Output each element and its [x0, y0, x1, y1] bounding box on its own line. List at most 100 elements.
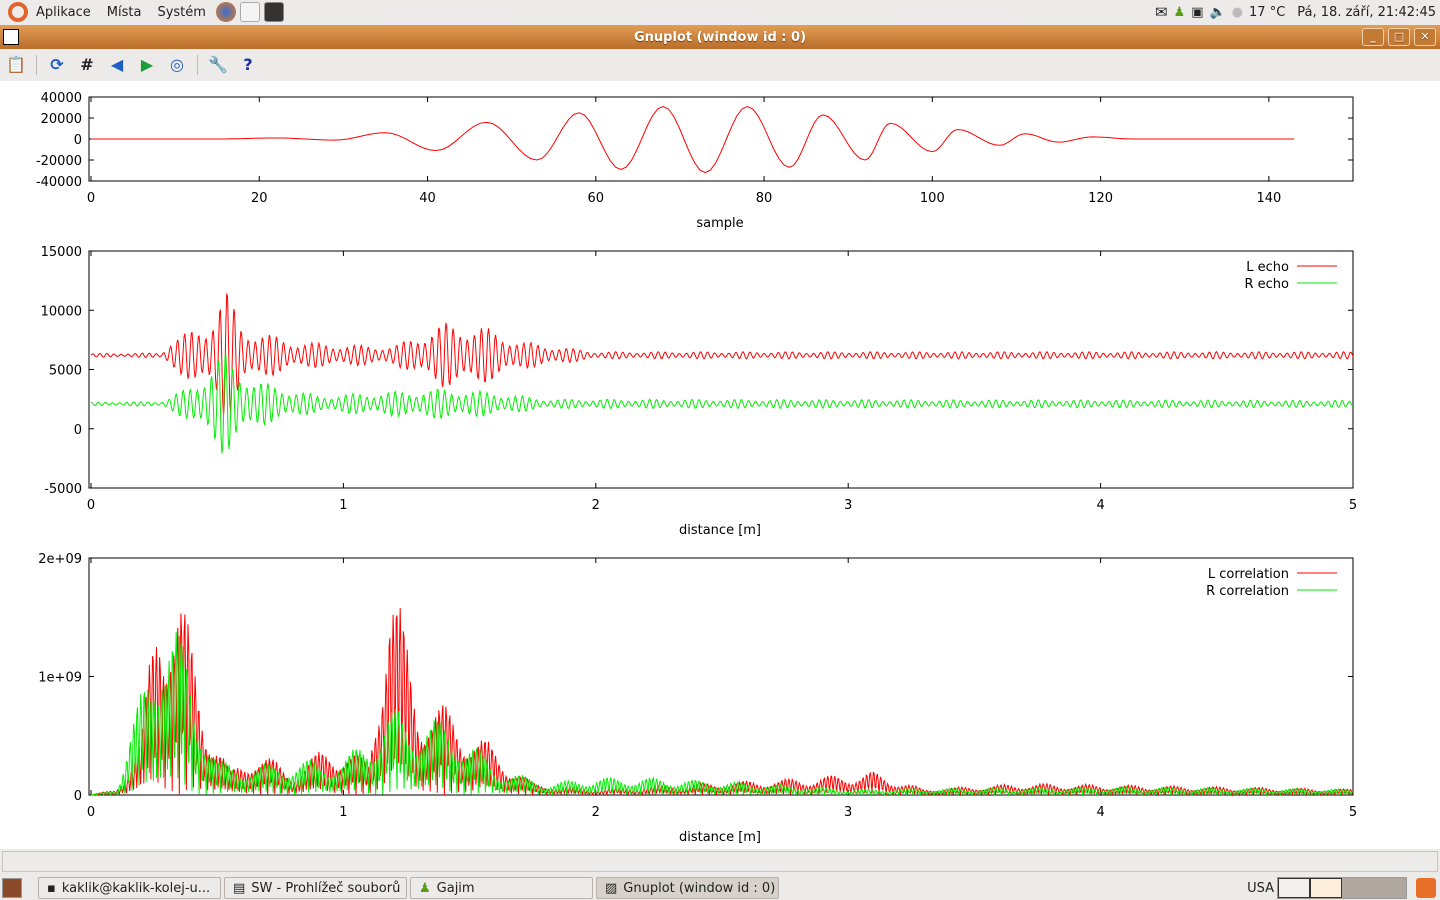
zoom-next-icon[interactable]: ▶ — [140, 55, 154, 74]
terminal-icon[interactable] — [263, 2, 284, 22]
x-tick-label: 4 — [1096, 805, 1104, 820]
task-file-browser[interactable]: ▤ SW - Prohlížeč souborů — [224, 877, 407, 899]
taskbar: ▪ kaklik@kaklik-kolej-u... ▤ SW - Prohlíže… — [0, 876, 1440, 900]
volume-icon[interactable]: 🔈 — [1209, 4, 1226, 20]
weather-temp[interactable]: 17 °C — [1249, 4, 1286, 20]
series-line-r-correlation — [90, 631, 1354, 797]
copy-to-clipboard-icon[interactable]: 📋 — [6, 55, 26, 74]
workspace-switcher[interactable] — [1277, 877, 1407, 899]
series-line-l-echo — [90, 292, 1354, 417]
menu-applications[interactable]: Aplikace — [36, 4, 91, 20]
zoom-previous-icon[interactable]: ◀ — [110, 55, 124, 74]
legend-label: L correlation — [1208, 567, 1289, 582]
x-tick-label: 2 — [592, 498, 600, 513]
top-panel: Aplikace Místa Systém ✉ ♟ ▣ 🔈 ● 17 °C Pá… — [0, 0, 1440, 24]
status-bar — [2, 851, 1438, 872]
x-tick-label: 3 — [844, 498, 852, 513]
firefox-icon[interactable] — [215, 2, 236, 22]
system-tray: ✉ ♟ ▣ 🔈 ● 17 °C Pá, 18. září, 21:42:45 — [1155, 0, 1436, 24]
x-axis-label: distance [m] — [679, 830, 761, 845]
task-gajim[interactable]: ♟ Gajim — [410, 877, 593, 899]
minimize-button[interactable]: _ — [1362, 28, 1384, 46]
terminal-icon: ▪ — [47, 880, 56, 896]
y-tick-label: 0 — [74, 789, 82, 804]
show-desktop-button[interactable] — [2, 878, 22, 898]
legend-label: R echo — [1244, 277, 1289, 292]
x-tick-label: 100 — [920, 191, 945, 206]
keyboard-layout[interactable]: USA — [1247, 880, 1274, 896]
toolbar-separator — [36, 55, 37, 75]
x-tick-label: 1 — [339, 805, 347, 820]
grid-icon[interactable]: # — [80, 55, 94, 74]
gnuplot-canvas: 0 20 40 60 80 100 120 14040000200000-20000-4000… — [36, 91, 1357, 845]
clock[interactable]: Pá, 18. září, 21:42:45 — [1297, 4, 1436, 20]
task-label: Gnuplot (window id : 0) — [623, 880, 776, 896]
y-tick-label: 40000 — [41, 91, 82, 106]
x-tick-label: 60 — [588, 191, 605, 206]
window-title: Gnuplot (window id : 0) — [633, 29, 807, 45]
toolbar: 📋 ⟳ # ◀ ▶ ◎ 🔧 ? — [0, 50, 1440, 80]
trash-icon[interactable] — [1416, 878, 1436, 898]
maximize-button[interactable]: □ — [1388, 28, 1410, 46]
y-tick-label: -5000 — [44, 482, 82, 497]
y-tick-label: 2e+09 — [38, 552, 82, 567]
task-label: kaklik@kaklik-kolej-u... — [61, 880, 211, 896]
plot-border — [88, 250, 1354, 489]
replot-icon[interactable]: ⟳ — [50, 55, 64, 74]
y-tick-label: -20000 — [36, 154, 82, 169]
x-axis-label: distance [m] — [679, 523, 761, 538]
series-line-r-echo — [90, 354, 1354, 454]
series-line-signal — [91, 105, 1295, 174]
task-label: Gajim — [436, 880, 475, 896]
x-tick-label: 80 — [756, 191, 773, 206]
task-gnuplot[interactable]: ▨ Gnuplot (window id : 0) — [596, 877, 779, 899]
close-button[interactable]: ✕ — [1414, 28, 1436, 46]
options-icon[interactable]: 🔧 — [208, 55, 228, 74]
x-tick-label: 20 — [251, 191, 268, 206]
gajim-icon[interactable]: ♟ — [1173, 4, 1186, 20]
x-tick-label: 40 — [419, 191, 436, 206]
x-tick-label: 0 — [87, 191, 95, 206]
x-tick-label: 5 — [1349, 805, 1357, 820]
x-tick-label: 120 — [1088, 191, 1113, 206]
toolbar-separator — [197, 55, 198, 75]
plot-area: 0 20 40 60 80 100 120 140 40000 20000 0 -20000 -4000… — [0, 81, 1440, 849]
menu-system[interactable]: Systém — [157, 4, 206, 20]
legend-label: L echo — [1246, 260, 1289, 275]
y-tick-label: 1e+09 — [38, 671, 82, 686]
autoscale-icon[interactable]: ◎ — [170, 55, 184, 74]
x-tick-label: 0 — [87, 805, 95, 820]
x-tick-label: 5 — [1349, 498, 1357, 513]
y-tick-label: 0 — [74, 133, 82, 148]
gnuplot-app-icon[interactable] — [3, 29, 19, 45]
plot-border — [88, 557, 1354, 796]
x-tick-label: 1 — [339, 498, 347, 513]
legend-label: R correlation — [1206, 584, 1289, 599]
x-tick-label: 4 — [1096, 498, 1104, 513]
x-axis-label: sample — [696, 216, 743, 231]
gnuplot-icon: ▨ — [605, 880, 618, 896]
task-terminal[interactable]: ▪ kaklik@kaklik-kolej-u... — [38, 877, 221, 899]
task-label: SW - Prohlížeč souborů — [251, 880, 401, 896]
y-tick-label: 5000 — [49, 364, 82, 379]
file-browser-icon: ▤ — [233, 880, 246, 896]
y-tick-label: 0 — [74, 423, 82, 438]
help-icon[interactable]: ? — [243, 55, 253, 74]
y-tick-label: 20000 — [41, 112, 82, 127]
y-tick-label: 15000 — [41, 245, 82, 260]
x-tick-label: 3 — [844, 805, 852, 820]
envelope-icon[interactable]: ✉ — [1154, 3, 1168, 21]
x-tick-label: 2 — [592, 805, 600, 820]
y-tick-label: -40000 — [36, 175, 82, 190]
network-icon[interactable]: ▣ — [1191, 4, 1204, 20]
window-titlebar[interactable]: Gnuplot (window id : 0) _ □ ✕ — [0, 25, 1440, 49]
mail-icon[interactable] — [239, 2, 260, 22]
ubuntu-logo-icon[interactable] — [8, 2, 28, 22]
weather-icon[interactable]: ● — [1231, 4, 1244, 20]
y-tick-label: 10000 — [41, 304, 82, 319]
series-line-l-correlation — [90, 608, 1354, 797]
menu-places[interactable]: Místa — [106, 4, 142, 20]
x-tick-label: 0 — [87, 498, 95, 513]
gajim-icon: ♟ — [419, 880, 431, 896]
x-tick-label: 140 — [1256, 191, 1281, 206]
